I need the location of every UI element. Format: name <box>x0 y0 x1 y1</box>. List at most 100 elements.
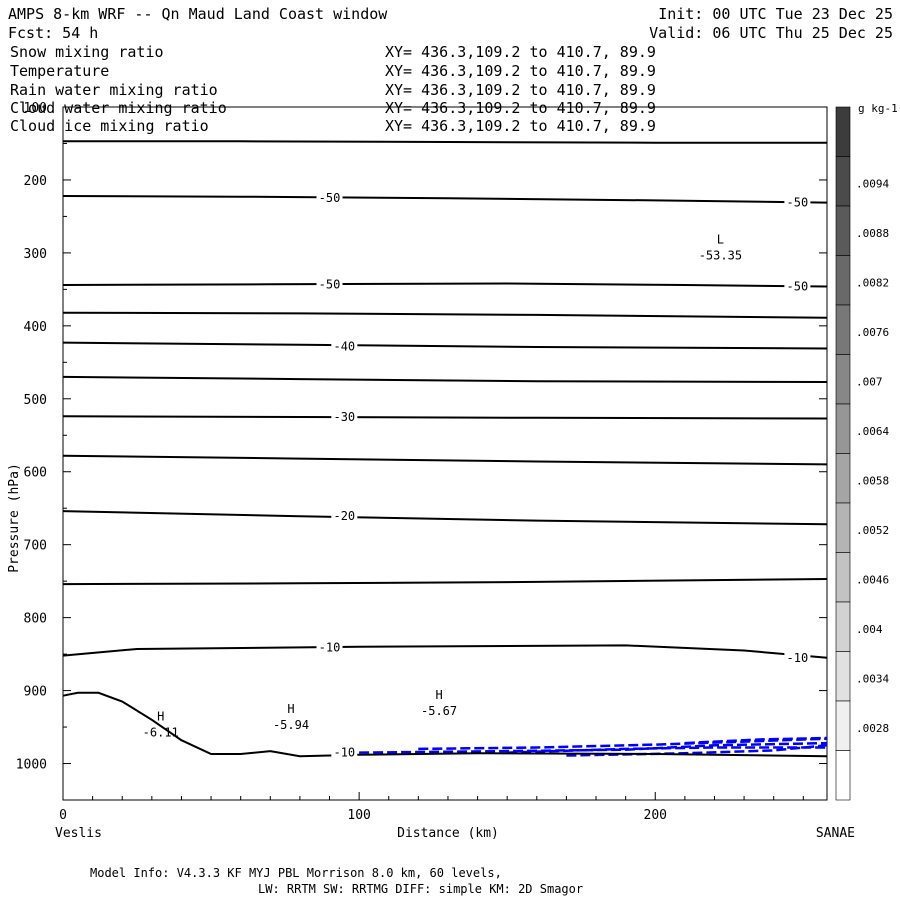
extremum-symbol: H <box>435 688 442 702</box>
contour-label: -10 <box>333 746 355 760</box>
colorbar-units-text: g kg-1 <box>858 102 898 115</box>
cloud-water-contour <box>418 737 828 751</box>
isotherm-line <box>62 510 828 526</box>
extremum-value: -5.94 <box>273 718 309 732</box>
contour-label: -10 <box>319 641 341 655</box>
extremum-value: -53.35 <box>699 248 742 262</box>
colorbar-label: .0082 <box>856 277 889 290</box>
plot-layer: 100 200 300 400 500 600 700 800 900 1000 0 100 200 -5… <box>16 101 890 823</box>
colorbar-units: g kg-1 <box>858 102 898 115</box>
contour-label-bg <box>784 279 811 294</box>
colorbar-cell <box>835 502 851 553</box>
field-name-cloud-ice: Cloud ice mixing ratio <box>10 117 209 135</box>
model-info-line1: Model Info: V4.3.3 KF MYJ PBL Morrison 8… <box>90 866 502 880</box>
contour-label-bg <box>331 745 358 760</box>
colorbar-cell <box>835 156 851 207</box>
isotherm-line <box>62 341 828 350</box>
y-tick-label: 700 <box>24 539 47 554</box>
field-name-cloud-water: Cloud water mixing ratio <box>10 99 227 117</box>
x-axis-title: Distance (km) <box>397 826 499 841</box>
x-end-label-left: Veslis <box>55 826 102 841</box>
extremum-symbol: H <box>157 709 164 723</box>
colorbar-cell <box>835 255 851 306</box>
colorbar-cell <box>835 651 851 702</box>
isotherm-line <box>62 282 828 288</box>
contour-label-bg <box>316 640 343 655</box>
y-tick-label: 500 <box>24 393 47 408</box>
y-tick-label: 200 <box>24 174 47 189</box>
colorbar-cell <box>835 354 851 405</box>
colorbar-cell <box>835 106 851 157</box>
colorbar-label: .0094 <box>856 178 889 191</box>
colorbar-label: .0052 <box>856 524 889 537</box>
contour-label-bg <box>331 339 358 354</box>
colorbar-label: .0034 <box>856 673 889 686</box>
isotherm-line <box>62 454 828 466</box>
colorbar-cell <box>835 750 851 801</box>
y-tick-label: 600 <box>24 466 47 481</box>
plot-frame <box>62 106 828 801</box>
extremum-value: -5.67 <box>421 704 457 718</box>
contour-label: -50 <box>787 196 809 210</box>
colorbar-cell <box>835 453 851 504</box>
contour-label-bg <box>316 191 343 206</box>
figure-title: AMPS 8-km WRF -- Qn Maud Land Coast wind… <box>8 5 388 23</box>
init-time: Init: 00 UTC Tue 23 Dec 25 <box>658 5 893 23</box>
colorbar-cell <box>835 403 851 454</box>
colorbar-label: .0088 <box>856 227 889 240</box>
contour-label-bg <box>316 277 343 292</box>
field-name-temperature: Temperature <box>10 62 109 80</box>
contour-label: -30 <box>333 410 355 424</box>
contour-label: -10 <box>787 651 809 665</box>
colorbar-cell <box>835 205 851 256</box>
y-tick-label: 800 <box>24 612 47 627</box>
isotherm-line <box>62 415 828 420</box>
terrain-line <box>62 691 828 758</box>
extremum-value: -6.11 <box>143 725 179 739</box>
isotherm-line <box>62 311 828 319</box>
field-xy-temperature: XY= 436.3,109.2 to 410.7, 89.9 <box>385 62 656 80</box>
colorbar-label: .004 <box>856 623 883 636</box>
colorbar-label: .0058 <box>856 475 889 488</box>
colorbar-cell <box>835 700 851 751</box>
isotherm-line <box>62 195 828 204</box>
contour-label-bg <box>331 509 358 524</box>
isotherm-line <box>62 578 828 586</box>
y-tick-label: 100 <box>24 101 47 116</box>
contour-label: -50 <box>319 277 341 291</box>
y-tick-label: 400 <box>24 320 47 335</box>
x-tick-label: 0 <box>59 808 67 823</box>
y-tick-label: 1000 <box>16 758 47 773</box>
valid-time: Valid: 06 UTC Thu 25 Dec 25 <box>649 24 893 42</box>
colorbar-cell <box>835 601 851 652</box>
x-tick-label: 100 <box>347 808 370 823</box>
forecast-hour: Fcst: 54 h <box>8 24 98 42</box>
extremum-symbol: H <box>287 702 294 716</box>
colorbar-label: .007 <box>856 376 883 389</box>
contour-label: -40 <box>333 339 355 353</box>
contour-label-bg <box>331 410 358 425</box>
cloud-water-contour <box>507 746 827 754</box>
y-axis-title: Pressure (hPa) <box>7 463 22 573</box>
isotherm-line <box>63 140 827 144</box>
field-xy-rain: XY= 436.3,109.2 to 410.7, 89.9 <box>385 81 656 99</box>
colorbar-label: .0076 <box>856 326 889 339</box>
colorbar-cell <box>835 552 851 603</box>
extremum-symbol: L <box>717 232 724 246</box>
field-xy-snow: XY= 436.3,109.2 to 410.7, 89.9 <box>385 43 656 61</box>
contour-label: -50 <box>319 191 341 205</box>
y-tick-label: 300 <box>24 247 47 262</box>
colorbar-label: .0064 <box>856 425 889 438</box>
contour-label: -20 <box>333 509 355 523</box>
contour-label-bg <box>784 195 811 210</box>
isotherm-line <box>62 375 828 383</box>
cloud-water-contour <box>684 736 828 745</box>
field-name-snow: Snow mixing ratio <box>10 43 164 61</box>
x-tick-label: 200 <box>644 808 667 823</box>
contour-label-bg <box>784 650 811 665</box>
field-name-rain: Rain water mixing ratio <box>10 81 218 99</box>
contour-label: -50 <box>787 279 809 293</box>
